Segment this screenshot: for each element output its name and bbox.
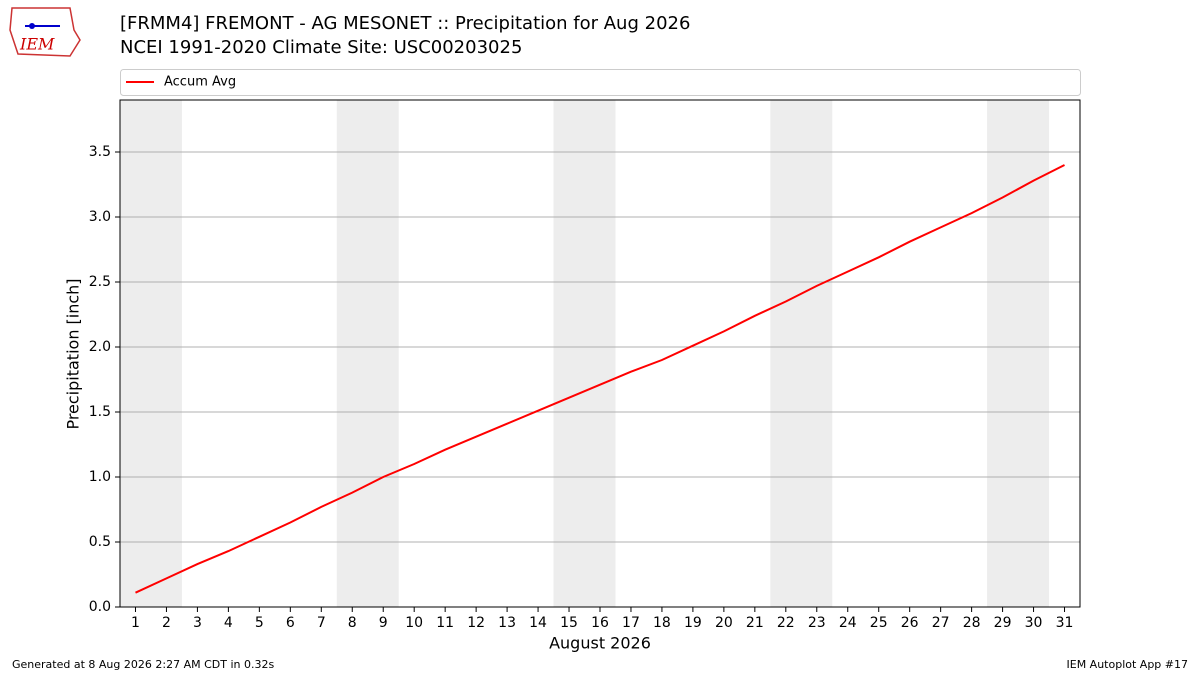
x-tick-label: 26 xyxy=(901,615,919,631)
x-tick-label: 21 xyxy=(746,615,764,631)
x-tick-label: 12 xyxy=(467,615,485,631)
footer-left: Generated at 8 Aug 2026 2:27 AM CDT in 0… xyxy=(12,658,274,671)
x-tick-label: 14 xyxy=(529,615,547,631)
x-tick-label: 6 xyxy=(286,615,295,631)
footer-right: IEM Autoplot App #17 xyxy=(1067,658,1189,671)
plot-frame xyxy=(119,99,1081,608)
x-tick-label: 28 xyxy=(963,615,981,631)
x-tick-label: 30 xyxy=(1025,615,1043,631)
x-tick-label: 7 xyxy=(317,615,326,631)
shaded-span xyxy=(336,100,399,607)
x-axis-label: August 2026 xyxy=(549,634,651,653)
chart-subtitle: NCEI 1991-2020 Climate Site: USC00203025 xyxy=(120,37,522,58)
y-tick-label: 3.5 xyxy=(89,144,111,160)
x-tick-label: 17 xyxy=(622,615,640,631)
x-tick-label: 29 xyxy=(994,615,1012,631)
y-axis-label: Precipitation [inch] xyxy=(64,278,83,429)
x-tick-label: 16 xyxy=(591,615,609,631)
x-tick-label: 1 xyxy=(131,615,140,631)
shaded-span xyxy=(987,100,1050,607)
shaded-span xyxy=(770,100,833,607)
y-tick-label: 1.5 xyxy=(89,404,111,420)
x-tick-label: 27 xyxy=(932,615,950,631)
x-tick-label: 9 xyxy=(379,615,388,631)
x-tick-label: 11 xyxy=(436,615,454,631)
chart-title: [FRMM4] FREMONT - AG MESONET :: Precipit… xyxy=(120,13,690,34)
shaded-span xyxy=(553,100,616,607)
x-tick-label: 22 xyxy=(777,615,795,631)
x-tick-label: 31 xyxy=(1056,615,1074,631)
x-tick-label: 8 xyxy=(348,615,357,631)
y-tick-label: 0.5 xyxy=(89,534,111,550)
y-tick-label: 0.0 xyxy=(89,599,111,615)
shaded-span xyxy=(120,100,182,607)
x-tick-label: 2 xyxy=(162,615,171,631)
legend-box xyxy=(120,69,1081,96)
x-tick-label: 5 xyxy=(255,615,264,631)
x-tick-label: 25 xyxy=(870,615,888,631)
x-tick-label: 4 xyxy=(224,615,233,631)
x-tick-label: 13 xyxy=(498,615,516,631)
x-tick-label: 18 xyxy=(653,615,671,631)
x-tick-label: 20 xyxy=(715,615,733,631)
data-line xyxy=(135,164,1065,594)
y-tick-label: 2.5 xyxy=(89,274,111,290)
y-tick-label: 3.0 xyxy=(89,209,111,225)
y-tick-label: 2.0 xyxy=(89,339,111,355)
x-tick-label: 3 xyxy=(193,615,202,631)
y-tick-label: 1.0 xyxy=(89,469,111,485)
x-tick-label: 24 xyxy=(839,615,857,631)
x-tick-label: 23 xyxy=(808,615,826,631)
logo-text: IEM xyxy=(19,35,55,54)
x-tick-label: 10 xyxy=(405,615,423,631)
logo: IEM xyxy=(9,7,81,57)
legend-label: Accum Avg xyxy=(164,75,236,90)
x-tick-label: 19 xyxy=(684,615,702,631)
x-tick-label: 15 xyxy=(560,615,578,631)
